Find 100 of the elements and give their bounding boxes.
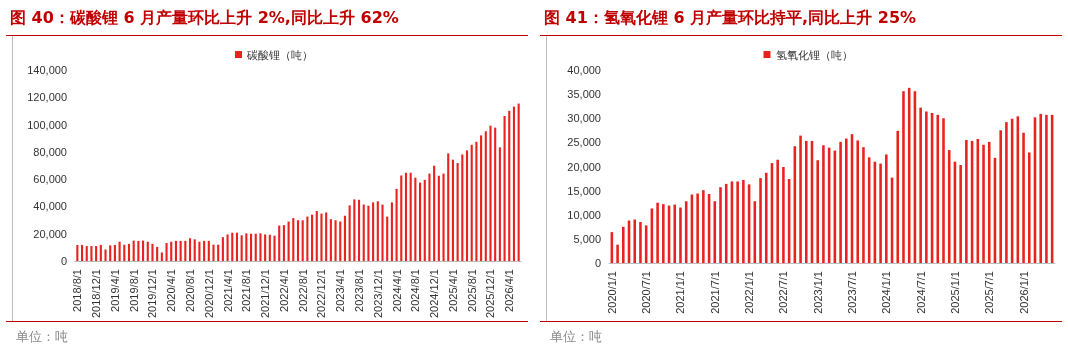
bar — [390, 202, 393, 262]
y-tick-label: 5,000 — [573, 232, 601, 245]
bar — [179, 240, 182, 262]
bar — [999, 130, 1002, 263]
bar — [498, 147, 501, 262]
x-tick-label: 2020/7/1 — [640, 271, 653, 314]
bar — [885, 154, 888, 263]
bar — [165, 243, 168, 262]
bar — [475, 141, 478, 262]
bar — [188, 238, 192, 262]
bar — [231, 232, 234, 262]
bar — [414, 177, 417, 262]
bar — [212, 244, 215, 262]
bar — [433, 165, 436, 262]
bar — [264, 234, 267, 262]
bar — [259, 233, 262, 262]
bar — [622, 226, 625, 263]
bar — [315, 210, 318, 262]
bar — [296, 220, 300, 262]
bar — [339, 221, 342, 262]
bar — [109, 245, 112, 262]
bar — [816, 160, 819, 263]
bar — [776, 159, 779, 263]
bar — [400, 175, 403, 262]
bar — [719, 187, 722, 263]
bar — [329, 219, 332, 262]
bar — [381, 204, 384, 262]
y-tick-label: 0 — [594, 257, 601, 269]
bar — [896, 130, 900, 263]
x-tick-label: 2022/4/1 — [277, 269, 290, 312]
bar — [278, 225, 281, 262]
bar — [325, 212, 328, 262]
x-tick-label: 2020/1/1 — [605, 271, 618, 314]
y-tick-label: 40,000 — [33, 200, 67, 213]
bar — [221, 237, 224, 262]
y-tick-label: 80,000 — [33, 145, 67, 158]
bar — [170, 241, 173, 262]
legend-label: 碳酸锂（吨） — [246, 48, 313, 61]
bar — [724, 183, 728, 263]
x-tick-label: 2023/7/1 — [846, 271, 859, 314]
bar — [240, 235, 243, 262]
bar — [480, 135, 483, 262]
x-tick-label: 2023/8/1 — [353, 269, 366, 312]
bar — [456, 163, 459, 262]
x-tick-label: 2025/4/1 — [446, 269, 459, 312]
y-tick-label: 25,000 — [567, 136, 601, 149]
bar — [839, 141, 842, 263]
bar — [85, 246, 88, 262]
bar — [301, 220, 304, 262]
bar — [404, 172, 408, 262]
bar — [76, 244, 79, 262]
bar — [965, 139, 968, 263]
x-tick-label: 2025/12/1 — [484, 269, 497, 318]
legend-label: 氢氧化锂（吨） — [775, 48, 853, 61]
y-tick-label: 100,000 — [27, 118, 67, 131]
x-tick-label: 2020/8/1 — [184, 269, 197, 312]
bar — [1022, 132, 1025, 263]
bar — [484, 131, 487, 262]
bar — [245, 233, 248, 262]
bar — [461, 154, 464, 262]
bar — [160, 252, 163, 262]
bar — [362, 204, 365, 262]
bar — [386, 216, 389, 262]
bar — [656, 202, 659, 263]
bar — [127, 243, 131, 262]
bar — [713, 201, 717, 263]
bar — [357, 199, 361, 262]
bar — [132, 240, 135, 262]
bar — [465, 150, 469, 262]
bar — [742, 180, 745, 263]
bar — [508, 110, 511, 262]
y-tick-label: 20,000 — [33, 227, 67, 240]
bar — [423, 179, 426, 262]
bar — [419, 182, 422, 262]
bar — [696, 193, 699, 263]
x-tick-label: 2021/12/1 — [259, 269, 272, 318]
bar — [104, 249, 107, 262]
bar — [287, 221, 290, 262]
bar — [235, 232, 239, 262]
x-tick-label: 2026/4/1 — [503, 269, 516, 312]
y-tick-label: 60,000 — [33, 173, 67, 186]
x-tick-label: 2026/1/1 — [1017, 271, 1030, 314]
bar — [489, 125, 492, 262]
x-tick-label: 2024/4/1 — [390, 269, 403, 312]
bar — [804, 140, 808, 263]
bar — [639, 221, 642, 263]
bar — [123, 244, 126, 262]
bar — [947, 150, 951, 263]
x-tick-label: 2024/8/1 — [409, 269, 422, 312]
bar — [862, 147, 865, 263]
bar — [292, 218, 295, 262]
bar — [982, 144, 985, 263]
bar — [137, 240, 140, 262]
x-tick-label: 2022/8/1 — [296, 269, 309, 312]
bar — [146, 241, 149, 262]
x-tick-label: 2021/7/1 — [708, 271, 721, 314]
bar — [1005, 122, 1008, 263]
bar — [942, 118, 945, 263]
bar — [662, 204, 665, 263]
bar — [80, 244, 84, 262]
